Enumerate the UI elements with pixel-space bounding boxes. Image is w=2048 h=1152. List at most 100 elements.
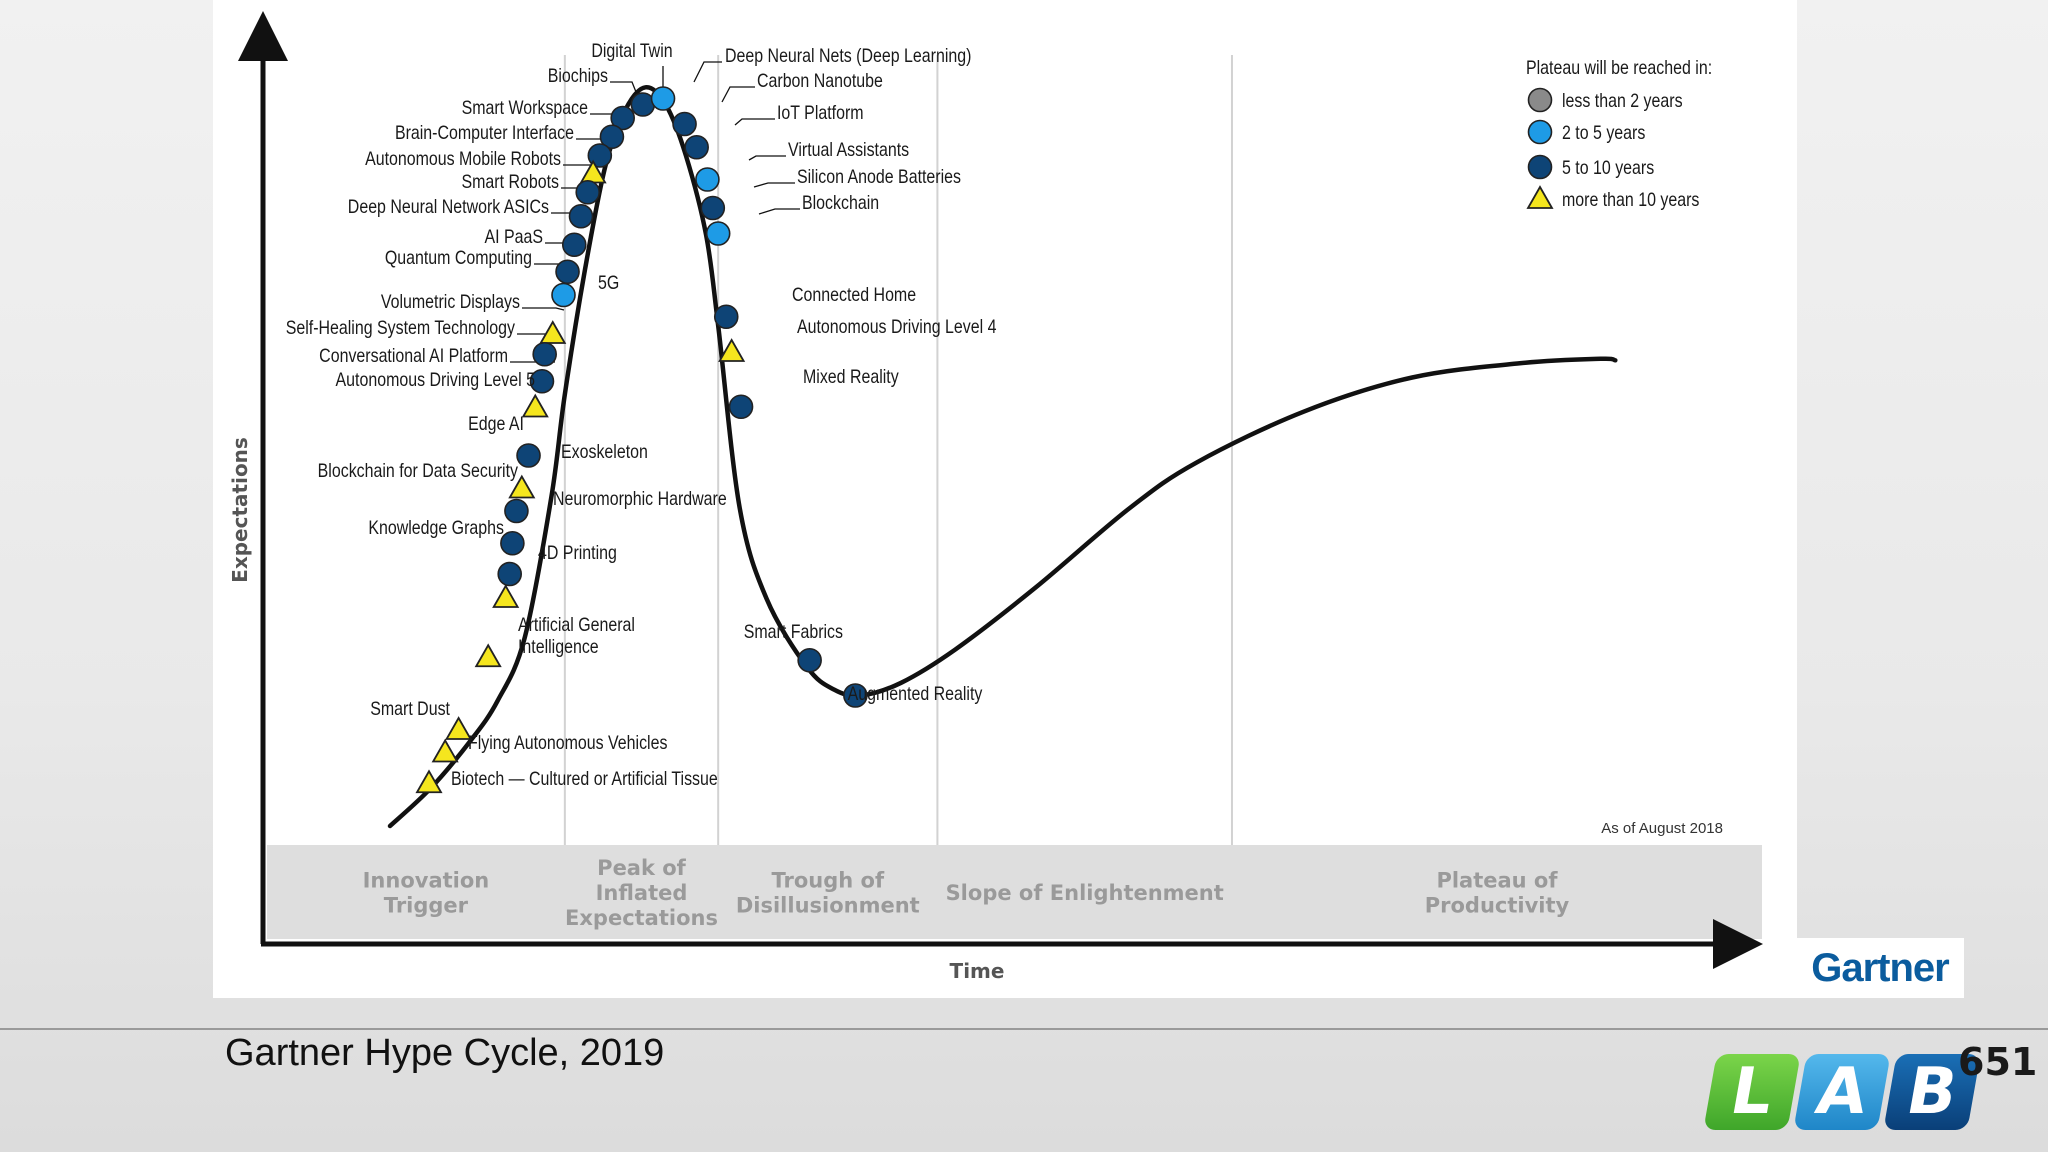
tech-label-line: Mixed Reality (803, 366, 899, 388)
leader-line (693, 61, 722, 83)
tech-label: AI PaaS (484, 226, 543, 248)
tech-marker (445, 716, 473, 740)
phase-label-line: Disillusionment (736, 894, 920, 918)
tech-marker (700, 195, 726, 221)
tech-marker (539, 320, 567, 344)
tech-label: Silicon Anode Batteries (797, 166, 961, 188)
tech-marker (508, 474, 536, 499)
phase-label-line: Productivity (1425, 894, 1570, 918)
phase-label-line: Innovation (363, 869, 490, 893)
tech-label-line: Virtual Assistants (788, 139, 909, 161)
tech-label-line: Autonomous Driving Level 5 (336, 369, 536, 391)
legend-label: 5 to 10 years (1562, 157, 1654, 179)
phase-label-line: Inflated (596, 881, 688, 905)
tech-marker (474, 643, 502, 668)
tech-marker (705, 221, 731, 246)
y-axis-label: Expectations (228, 437, 252, 583)
tech-marker (797, 647, 822, 673)
tech-label-line: Autonomous Mobile Robots (365, 148, 561, 170)
tech-label: Carbon Nanotube (757, 70, 883, 92)
legend-marker (1527, 87, 1553, 113)
tech-marker (650, 86, 676, 111)
legend-title: Plateau will be reached in: (1526, 57, 1712, 79)
tech-label: Flying Autonomous Vehicles (468, 732, 668, 754)
caption-divider (0, 1028, 2048, 1030)
tech-label-line: Brain-Computer Interface (395, 122, 574, 144)
phase-label-line: Expectations (565, 906, 718, 930)
tech-label: Volumetric Displays (381, 291, 520, 313)
tech-label: Deep Neural Nets (Deep Learning) (725, 45, 971, 67)
phase-label-1: Peak of Inflated Expectations (565, 856, 718, 930)
tech-label-line: Flying Autonomous Vehicles (468, 732, 668, 754)
tech-label: Augmented Reality (848, 683, 983, 705)
tech-marker (504, 498, 529, 524)
tech-marker (575, 179, 601, 205)
tech-label-line: Connected Home (792, 284, 916, 306)
tech-label-line: Volumetric Displays (381, 291, 520, 313)
tech-marker (532, 341, 557, 367)
leader-line (522, 307, 565, 311)
leader-line (721, 86, 755, 103)
tech-label-line: Biotech — Cultured or Artificial Tissue (451, 768, 718, 790)
phase-band (267, 845, 1762, 939)
tech-label-line: 5G (598, 272, 619, 294)
tech-label: Smart Dust (370, 698, 450, 720)
tech-label-line: Self-Healing System Technology (286, 317, 515, 339)
legend-label: less than 2 years (1562, 90, 1683, 112)
tech-label: Digital Twin (591, 40, 672, 62)
tech-label-line: Autonomous Driving Level 4 (797, 316, 997, 338)
leader-line (758, 208, 800, 215)
tech-label-line: Knowledge Graphs (368, 517, 504, 539)
tech-label-line: Artificial General (518, 614, 635, 636)
tech-label: Autonomous Driving Level 4 (797, 316, 997, 338)
tech-marker (599, 124, 625, 150)
tech-label-line: Carbon Nanotube (757, 70, 883, 92)
tech-marker (431, 738, 459, 763)
tech-label: Smart Fabrics (744, 621, 843, 643)
leader-line (748, 155, 786, 161)
tech-label-line: Silicon Anode Batteries (797, 166, 961, 188)
leader-line (734, 118, 775, 126)
tech-label: Quantum Computing (385, 247, 532, 269)
legend-label: more than 10 years (1562, 189, 1700, 211)
phase-label-line: Plateau of (1436, 869, 1558, 893)
tech-label: Smart Robots (462, 171, 560, 193)
phase-label-line: Trigger (384, 894, 469, 918)
hype-curve-line (387, 85, 1618, 829)
tech-label: Mixed Reality (803, 366, 899, 388)
tech-label-line: 4D Printing (538, 542, 617, 564)
tech-label-line: Exoskeleton (561, 441, 648, 463)
tech-marker (521, 393, 549, 418)
tech-label: Exoskeleton (561, 441, 648, 463)
tech-label-line: Edge AI (468, 413, 524, 435)
legend-label: 2 to 5 years (1562, 122, 1646, 144)
tech-label-line: Smart Fabrics (744, 621, 843, 643)
tech-label: Blockchain for Data Security (318, 460, 519, 482)
tech-label-line: Conversational AI Platform (319, 345, 508, 367)
tech-marker (555, 259, 580, 285)
tech-label-line: Smart Robots (462, 171, 560, 193)
tech-marker (492, 584, 520, 608)
tech-label-line: Augmented Reality (848, 683, 983, 705)
tech-marker (500, 530, 525, 556)
tech-label: Artificial General Intelligence (518, 614, 635, 658)
lab-logo-number: 651 (1958, 1040, 2038, 1084)
tech-label: Brain-Computer Interface (395, 122, 574, 144)
hype-cycle-chart: Innovation Trigger Peak of Inflated Expectat… (228, 11, 1763, 983)
legend-marker (1526, 185, 1554, 209)
tech-label: IoT Platform (777, 102, 864, 124)
tech-label-line: Smart Dust (370, 698, 450, 720)
tech-label: Deep Neural Network ASICs (348, 196, 549, 218)
lab651-logo: L A B 651 (1703, 1040, 2040, 1140)
tech-marker (561, 232, 587, 258)
phase-label-0: Innovation Trigger (363, 869, 490, 918)
tech-label: Autonomous Mobile Robots (365, 148, 561, 170)
tech-label-line: Deep Neural Network ASICs (348, 196, 549, 218)
tech-marker (497, 561, 523, 587)
legend-marker (1527, 154, 1553, 180)
tech-marker (551, 282, 576, 308)
tech-label: Edge AI (468, 413, 524, 435)
tech-label: Blockchain (802, 192, 879, 214)
tech-label-line: Digital Twin (591, 40, 672, 62)
as-of-note: As of August 2018 (1601, 820, 1723, 837)
